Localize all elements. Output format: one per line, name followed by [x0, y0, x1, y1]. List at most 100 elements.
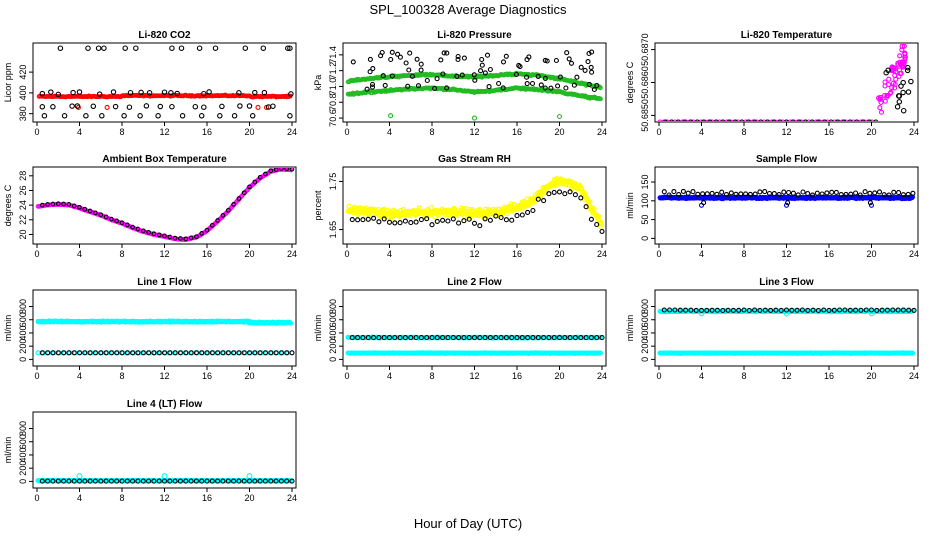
data-point — [241, 350, 247, 356]
data-point — [780, 119, 786, 121]
x-tick-label: 4 — [77, 249, 82, 259]
data-point — [289, 478, 295, 484]
data-point — [284, 350, 290, 356]
data-point — [896, 190, 902, 196]
data-point — [585, 59, 591, 65]
data-point — [285, 45, 291, 51]
data-point — [39, 104, 46, 110]
data-point — [868, 202, 875, 208]
data-point — [905, 64, 911, 71]
data-point — [434, 76, 440, 82]
chart-title: Gas Stream RH — [438, 154, 511, 165]
data-point — [408, 335, 414, 341]
data-point — [130, 224, 135, 230]
data-point — [743, 119, 748, 121]
data-point — [587, 199, 593, 205]
data-points — [345, 334, 605, 356]
data-point — [397, 220, 403, 226]
data-point — [487, 66, 493, 73]
data-point — [704, 191, 710, 197]
data-point — [70, 89, 76, 96]
data-point — [241, 478, 247, 484]
data-point — [787, 119, 793, 121]
data-point — [199, 350, 205, 356]
data-point — [209, 222, 215, 228]
x-tick-label: 20 — [554, 249, 564, 259]
data-point — [486, 84, 492, 90]
data-point — [889, 68, 895, 74]
y-axis-label: ml/min — [625, 315, 635, 342]
data-point — [459, 72, 465, 78]
data-point — [909, 350, 916, 356]
y-tick-label: 600 — [328, 312, 338, 327]
data-point — [151, 231, 157, 237]
data-point — [709, 190, 715, 196]
data-point — [899, 44, 906, 50]
data-point — [482, 70, 488, 76]
data-point — [109, 216, 114, 222]
data-point — [407, 50, 413, 56]
data-point — [167, 478, 173, 484]
data-point — [135, 478, 141, 484]
x-tick-label: 4 — [699, 127, 704, 137]
data-point — [57, 45, 64, 51]
data-point — [424, 77, 430, 84]
data-point — [765, 119, 770, 121]
data-point — [578, 195, 584, 201]
data-point — [477, 223, 483, 229]
data-point — [514, 213, 520, 219]
data-point — [882, 98, 888, 104]
y-tick-label: 800 — [328, 299, 338, 314]
data-point — [364, 86, 370, 92]
data-point — [98, 212, 104, 218]
y-tick-label: 70.8 — [328, 93, 338, 111]
y-tick-label: 0 — [18, 357, 28, 362]
data-point — [444, 50, 450, 56]
x-tick-label: 24 — [287, 249, 297, 259]
data-point — [471, 220, 478, 226]
data-point — [392, 335, 398, 341]
x-tick-label: 4 — [387, 249, 392, 259]
data-point — [246, 478, 253, 484]
data-point — [762, 307, 768, 313]
data-point — [196, 45, 203, 51]
data-point — [263, 171, 268, 177]
data-point — [418, 61, 424, 67]
data-point — [487, 217, 493, 223]
data-point — [349, 217, 355, 223]
data-point — [246, 350, 253, 356]
x-tick-label: 20 — [866, 127, 876, 137]
data-point — [790, 119, 796, 121]
y-tick-label: 400 — [18, 325, 28, 340]
data-point — [287, 113, 293, 119]
data-point — [92, 350, 98, 356]
data-point — [680, 188, 686, 194]
data-point — [906, 307, 912, 313]
data-point — [405, 83, 411, 89]
data-point — [289, 168, 295, 172]
y-tick-label: 22 — [18, 215, 28, 225]
data-point — [847, 119, 853, 121]
data-point — [355, 217, 361, 223]
data-point — [461, 55, 467, 61]
data-point — [517, 64, 523, 70]
data-point — [848, 191, 854, 197]
x-tick-label: 8 — [119, 371, 124, 381]
data-point — [894, 104, 901, 110]
y-tick-label: 50.6860 — [640, 66, 650, 99]
x-tick-label: 24 — [909, 371, 919, 381]
x-tick-label: 0 — [34, 371, 39, 381]
data-point — [225, 478, 231, 484]
y-tick-label: 200 — [18, 339, 28, 354]
y-axis-label: Licor ppm — [3, 63, 13, 103]
data-point — [55, 91, 62, 98]
data-point — [724, 119, 730, 121]
plot-frame — [654, 166, 919, 245]
data-point — [584, 196, 590, 202]
data-point — [796, 119, 802, 121]
data-point — [397, 335, 403, 341]
data-points — [345, 49, 603, 121]
data-point — [172, 235, 178, 241]
